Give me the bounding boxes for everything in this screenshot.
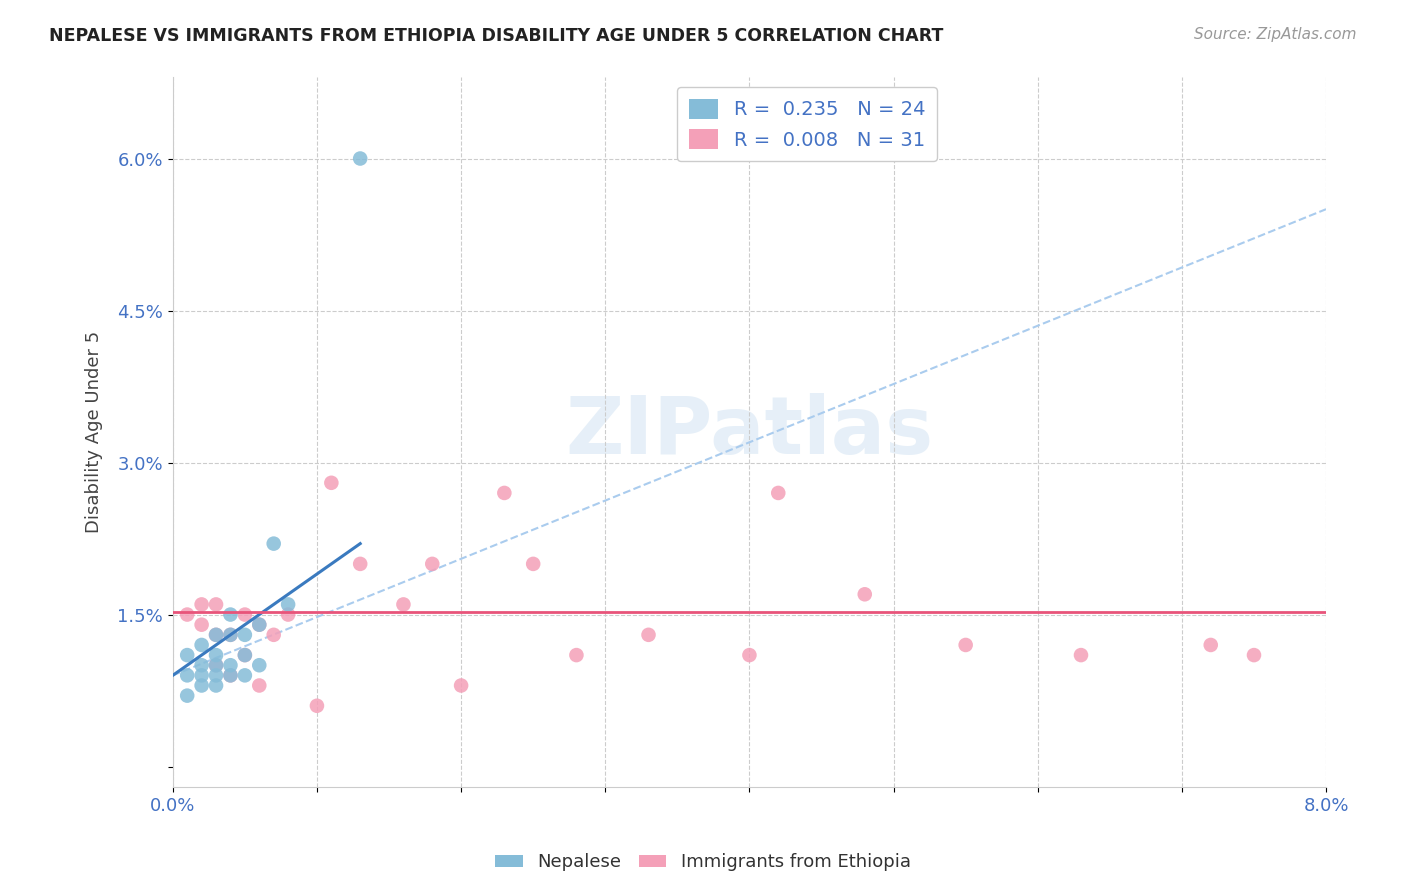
Point — [205, 648, 228, 662]
Point — [219, 607, 242, 622]
Point — [277, 598, 299, 612]
Point — [768, 486, 790, 500]
Point — [349, 152, 371, 166]
Y-axis label: Disability Age Under 5: Disability Age Under 5 — [86, 331, 103, 533]
Legend: R =  0.235   N = 24, R =  0.008   N = 31: R = 0.235 N = 24, R = 0.008 N = 31 — [678, 87, 936, 161]
Point — [190, 678, 212, 692]
Point — [190, 668, 212, 682]
Point — [205, 658, 228, 673]
Point — [176, 689, 198, 703]
Point — [853, 587, 876, 601]
Point — [1199, 638, 1222, 652]
Point — [263, 536, 285, 550]
Point — [321, 475, 343, 490]
Point — [205, 668, 228, 682]
Point — [190, 658, 212, 673]
Point — [219, 668, 242, 682]
Point — [263, 628, 285, 642]
Point — [247, 678, 270, 692]
Point — [176, 668, 198, 682]
Point — [738, 648, 761, 662]
Point — [219, 628, 242, 642]
Point — [349, 557, 371, 571]
Point — [450, 678, 472, 692]
Point — [233, 607, 256, 622]
Point — [305, 698, 328, 713]
Point — [190, 617, 212, 632]
Point — [392, 598, 415, 612]
Point — [494, 486, 516, 500]
Point — [247, 617, 270, 632]
Point — [233, 648, 256, 662]
Point — [233, 648, 256, 662]
Point — [190, 598, 212, 612]
Point — [219, 628, 242, 642]
Text: ZIPatlas: ZIPatlas — [565, 393, 934, 471]
Text: Source: ZipAtlas.com: Source: ZipAtlas.com — [1194, 27, 1357, 42]
Legend: Nepalese, Immigrants from Ethiopia: Nepalese, Immigrants from Ethiopia — [488, 847, 918, 879]
Text: NEPALESE VS IMMIGRANTS FROM ETHIOPIA DISABILITY AGE UNDER 5 CORRELATION CHART: NEPALESE VS IMMIGRANTS FROM ETHIOPIA DIS… — [49, 27, 943, 45]
Point — [420, 557, 443, 571]
Point — [233, 628, 256, 642]
Point — [176, 648, 198, 662]
Point — [205, 598, 228, 612]
Point — [955, 638, 977, 652]
Point — [205, 628, 228, 642]
Point — [522, 557, 544, 571]
Point — [219, 658, 242, 673]
Point — [1070, 648, 1092, 662]
Point — [277, 607, 299, 622]
Point — [219, 668, 242, 682]
Point — [637, 628, 659, 642]
Point — [190, 638, 212, 652]
Point — [233, 668, 256, 682]
Point — [247, 617, 270, 632]
Point — [1243, 648, 1265, 662]
Point — [205, 658, 228, 673]
Point — [205, 678, 228, 692]
Point — [205, 628, 228, 642]
Point — [247, 658, 270, 673]
Point — [565, 648, 588, 662]
Point — [176, 607, 198, 622]
